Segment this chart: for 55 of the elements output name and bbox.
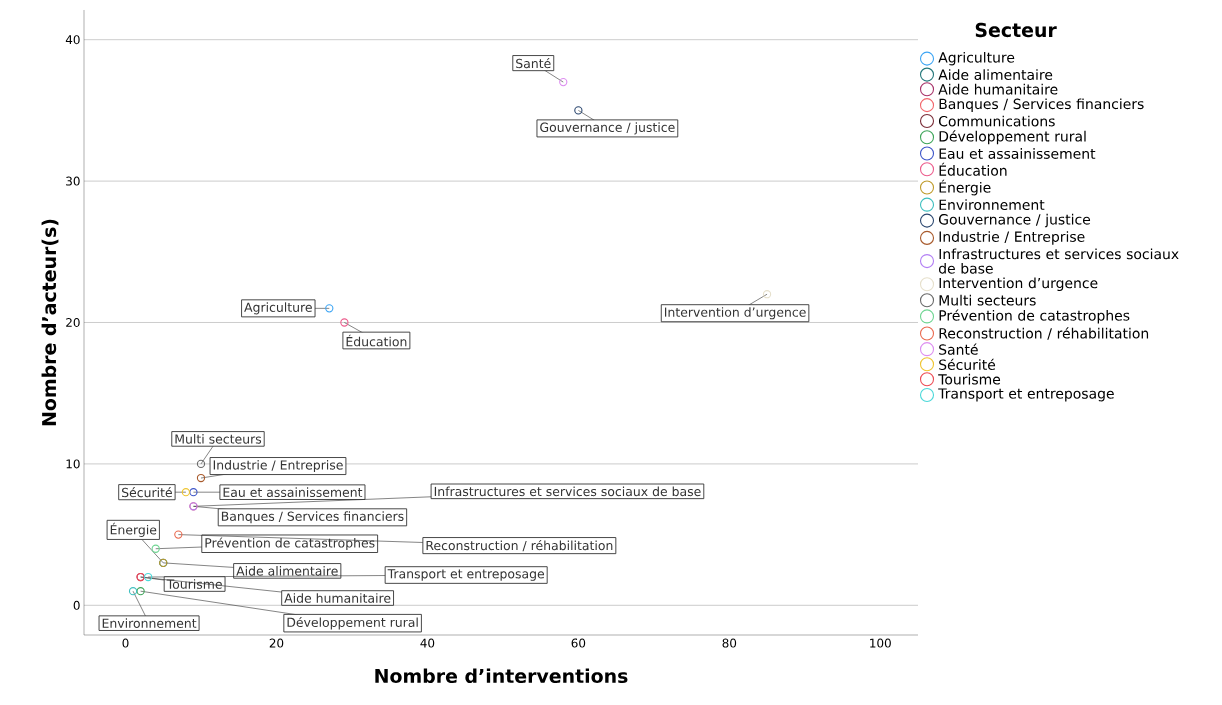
- annotation: Sécurité: [122, 487, 172, 498]
- legend-label: Transport et entreposage: [938, 388, 1114, 402]
- annotation: Énergie: [110, 522, 157, 537]
- y-tick-label: 10: [66, 459, 80, 469]
- x-tick-label: 40: [420, 638, 435, 648]
- legend-label: Énergie: [939, 179, 991, 196]
- annotation: Intervention d’urgence: [664, 307, 806, 320]
- legend-label: Communications: [938, 115, 1055, 127]
- x-axis-title: Nombre d’interventions: [375, 668, 628, 684]
- legend-label: Infrastructures et services sociaux de base: [938, 248, 1179, 274]
- legend-label: Eau et assainissement: [939, 148, 1096, 159]
- legend-label: Banques / Services financiers: [939, 98, 1144, 112]
- y-tick-label: 30: [66, 176, 80, 186]
- legend-label: Agriculture: [938, 51, 1015, 66]
- legend-label: Développement rural: [939, 130, 1086, 145]
- y-tick-label: 0: [73, 600, 80, 610]
- annotation: Environnement: [102, 618, 197, 628]
- x-tick-label: 100: [870, 638, 891, 648]
- annotation: Infrastructures et services sociaux de base: [434, 486, 701, 497]
- legend-label: Industrie / Entreprise: [939, 231, 1085, 245]
- annotation: Développement rural: [287, 616, 418, 630]
- y-tick-label: 20: [66, 317, 80, 328]
- legend-label: Intervention d’urgence: [939, 277, 1098, 291]
- legend-label: Environnement: [939, 199, 1045, 211]
- annotation: Santé: [516, 58, 551, 69]
- annotation: Prévention de catastrophes: [205, 537, 375, 551]
- annotation: Agriculture: [244, 302, 312, 315]
- legend-label: Tourisme: [938, 373, 1001, 385]
- legend-label: Multi secteurs: [939, 294, 1036, 306]
- legend-title: Secteur: [975, 22, 1057, 38]
- annotation: Industrie / Entreprise: [213, 460, 343, 473]
- y-tick-label: 40: [65, 35, 80, 45]
- annotation: Aide humanitaire: [284, 593, 391, 603]
- legend-label: Aide alimentaire: [938, 69, 1053, 80]
- annotation: Eau et assainissement: [223, 487, 363, 497]
- annotation: Banques / Services financiers: [221, 511, 404, 524]
- x-tick-label: 0: [122, 638, 129, 648]
- annotation: Tourisme: [166, 579, 222, 589]
- legend-label: Santé: [939, 343, 978, 355]
- legend-label: Éducation: [939, 162, 1007, 176]
- x-tick-label: 20: [269, 638, 284, 648]
- annotation: Transport et entreposage: [387, 569, 545, 581]
- annotation: Multi secteurs: [175, 434, 262, 444]
- annotation: Gouvernance / justice: [540, 122, 675, 135]
- legend-label: Sécurité: [939, 358, 996, 370]
- legend-label: Reconstruction / réhabilitation: [939, 327, 1149, 340]
- annotation: Éducation: [346, 334, 407, 347]
- x-tick-label: 60: [571, 638, 586, 648]
- x-tick-label: 80: [722, 638, 737, 648]
- annotation: Reconstruction / réhabilitation: [426, 540, 613, 552]
- legend-label: Prévention de catastrophes: [939, 309, 1130, 324]
- annotation: Aide alimentaire: [236, 566, 338, 576]
- y-axis-title: Nombre d’acteur(s): [41, 219, 59, 426]
- legend-label: Aide humanitaire: [938, 83, 1058, 95]
- legend-label: Gouvernance / justice: [938, 213, 1091, 228]
